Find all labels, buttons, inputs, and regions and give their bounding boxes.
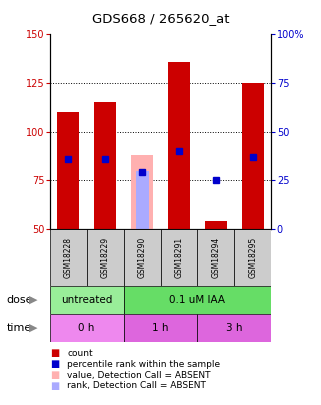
Bar — [87, 229, 124, 286]
Text: ▶: ▶ — [29, 295, 37, 305]
Text: time: time — [6, 323, 32, 333]
Text: count: count — [67, 349, 93, 358]
Text: ■: ■ — [50, 359, 59, 369]
Bar — [197, 314, 271, 342]
Bar — [50, 286, 124, 314]
Bar — [124, 229, 160, 286]
Bar — [124, 286, 271, 314]
Text: GSM18229: GSM18229 — [100, 237, 110, 278]
Bar — [135, 171, 149, 229]
Text: ▶: ▶ — [29, 323, 37, 333]
Bar — [124, 314, 197, 342]
Text: 0.1 uM IAA: 0.1 uM IAA — [169, 295, 225, 305]
Text: ■: ■ — [50, 348, 59, 358]
Text: rank, Detection Call = ABSENT: rank, Detection Call = ABSENT — [67, 382, 206, 390]
Text: GDS668 / 265620_at: GDS668 / 265620_at — [92, 12, 229, 25]
Text: GSM18290: GSM18290 — [137, 237, 147, 278]
Text: GSM18294: GSM18294 — [211, 237, 221, 278]
Bar — [50, 314, 124, 342]
Bar — [50, 229, 87, 286]
Bar — [57, 112, 79, 229]
Text: untreated: untreated — [61, 295, 112, 305]
Text: dose: dose — [6, 295, 33, 305]
Text: GSM18291: GSM18291 — [174, 237, 184, 278]
Text: ■: ■ — [50, 370, 59, 380]
Text: 3 h: 3 h — [226, 323, 243, 333]
Bar — [242, 83, 264, 229]
Bar — [205, 221, 227, 229]
Text: ■: ■ — [50, 381, 59, 391]
Bar — [160, 229, 197, 286]
Text: value, Detection Call = ABSENT: value, Detection Call = ABSENT — [67, 371, 211, 379]
Text: 1 h: 1 h — [152, 323, 169, 333]
Bar — [234, 229, 271, 286]
Text: percentile rank within the sample: percentile rank within the sample — [67, 360, 221, 369]
Bar — [131, 155, 153, 229]
Text: GSM18295: GSM18295 — [248, 237, 257, 278]
Text: 0 h: 0 h — [78, 323, 95, 333]
Text: GSM18228: GSM18228 — [64, 237, 73, 278]
Bar — [94, 102, 116, 229]
Bar — [197, 229, 234, 286]
Bar — [168, 62, 190, 229]
